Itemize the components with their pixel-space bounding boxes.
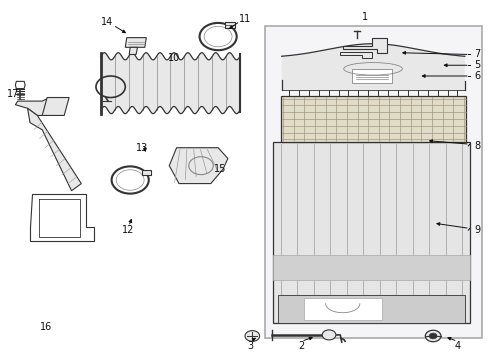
Bar	[273, 142, 470, 323]
Circle shape	[425, 330, 441, 342]
Bar	[265, 26, 482, 338]
Bar	[273, 255, 470, 280]
Text: 13: 13	[136, 143, 148, 153]
Circle shape	[429, 333, 437, 339]
Text: 4: 4	[455, 341, 461, 351]
Circle shape	[245, 330, 260, 341]
Text: 17: 17	[7, 89, 19, 99]
Text: 8: 8	[474, 141, 480, 151]
Text: 1: 1	[362, 12, 368, 22]
Text: 7: 7	[474, 49, 480, 59]
Text: 11: 11	[239, 14, 251, 24]
Polygon shape	[340, 51, 372, 58]
Polygon shape	[27, 108, 81, 191]
Bar	[143, 170, 151, 175]
Polygon shape	[15, 98, 62, 116]
Polygon shape	[30, 194, 94, 241]
Text: 16: 16	[40, 322, 52, 332]
Polygon shape	[125, 38, 147, 47]
Text: 2: 2	[298, 341, 304, 351]
Text: 6: 6	[474, 71, 480, 81]
Circle shape	[322, 330, 336, 340]
Text: 3: 3	[247, 341, 253, 351]
Text: 9: 9	[474, 225, 480, 235]
Bar	[281, 96, 466, 142]
Bar	[225, 22, 235, 28]
Text: 14: 14	[101, 17, 113, 27]
Polygon shape	[169, 148, 228, 184]
Polygon shape	[42, 98, 69, 116]
Text: 15: 15	[215, 164, 227, 174]
Bar	[304, 298, 382, 320]
Bar	[352, 69, 392, 83]
Text: 10: 10	[168, 53, 180, 63]
Text: 12: 12	[122, 225, 134, 235]
Polygon shape	[129, 47, 138, 54]
Text: 5: 5	[474, 60, 480, 70]
Bar	[278, 295, 465, 323]
Polygon shape	[343, 39, 387, 53]
